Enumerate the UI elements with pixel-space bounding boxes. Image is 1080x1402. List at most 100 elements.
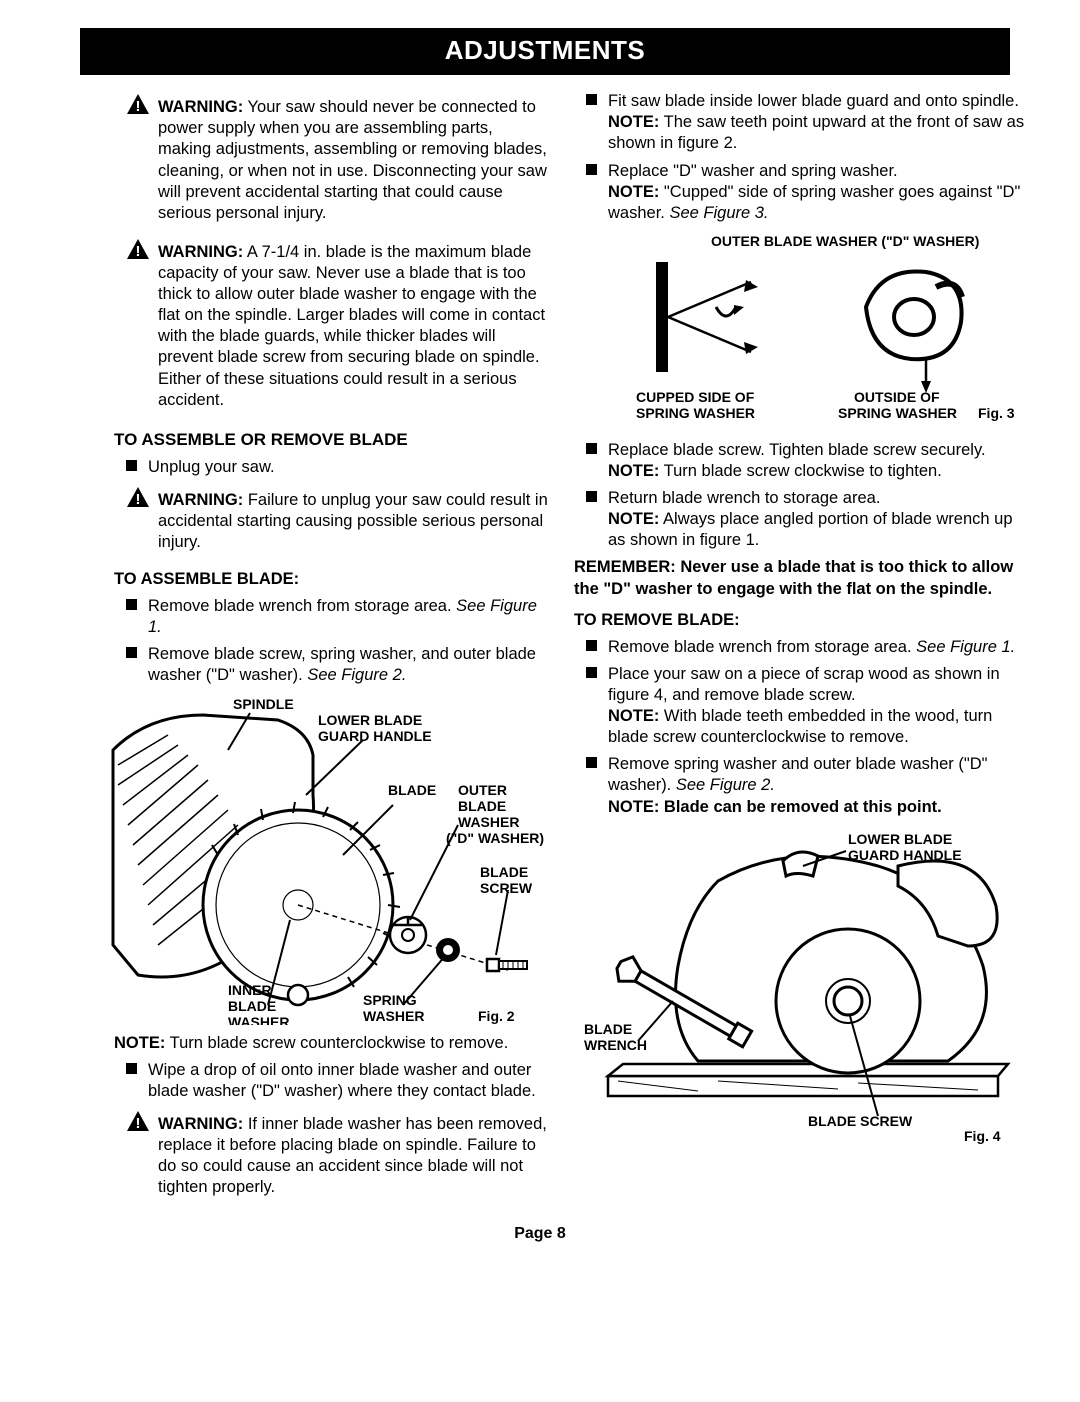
label-inner-washer: INNER [228,982,272,998]
label-lower-guard-handle: GUARD HANDLE [848,847,962,863]
label-spindle: SPINDLE [233,696,294,712]
svg-text:!: ! [136,491,141,508]
note-label: NOTE: [608,707,659,725]
square-bullet-icon [586,640,600,658]
text: Blade can be removed at this point. [664,798,942,816]
label-spring-washer: SPRING [363,992,417,1008]
warning-block: ! WARNING: Your saw should never be conn… [126,91,548,230]
body-text: Fit saw blade inside lower blade guard a… [608,91,1026,154]
figure-4: LOWER BLADE GUARD HANDLE BLADE WRENCH BL… [578,826,1026,1146]
bullet-item: Replace "D" washer and spring washer. NO… [586,161,1026,224]
square-bullet-icon [586,491,600,551]
label-lower-guard-handle-2: GUARD HANDLE [318,728,432,744]
warning-block: ! WARNING: If inner blade washer has bee… [126,1108,548,1204]
warning-triangle-icon: ! [126,238,152,417]
section-header: ADJUSTMENTS [80,28,1010,75]
body-text: Remove blade wrench from storage area. S… [608,637,1015,658]
square-bullet-icon [586,94,600,154]
text: Place your saw on a piece of scrap wood … [608,664,1026,706]
page-number: Page 8 [0,1224,1080,1244]
warning-text: WARNING: Failure to unplug your saw coul… [158,490,548,553]
section-title: TO ASSEMBLE OR REMOVE BLADE [114,429,548,451]
warning-label: WARNING: [158,1115,243,1133]
warning-triangle-icon: ! [126,486,152,559]
two-column-layout: ! WARNING: Your saw should never be conn… [0,85,1080,1210]
label-inner-washer: BLADE [228,998,276,1014]
warning-triangle-icon: ! [126,1110,152,1204]
body-text: Remove spring washer and outer blade was… [608,754,1026,817]
square-bullet-icon [586,443,600,482]
note-label: NOTE: [608,510,659,528]
page: ADJUSTMENTS ! WARNING: Your saw should n… [0,28,1080,1257]
bullet-item: Remove blade screw, spring washer, and o… [126,644,548,686]
fig3-title: OUTER BLADE WASHER ("D" WASHER) [711,233,979,249]
label-lower-guard-handle: LOWER BLADE [318,712,422,728]
warning-label: WARNING: [158,98,243,116]
bullet-item: Remove blade wrench from storage area. S… [586,637,1026,658]
note-label: NOTE: [608,462,659,480]
text: The saw teeth point upward at the front … [608,113,1024,152]
text: Remove blade wrench from storage area. [608,638,916,656]
fig3-left-caption: SPRING WASHER [636,405,755,421]
label-blade-screw: SCREW [480,880,533,896]
body-text: Wipe a drop of oil onto inner blade wash… [148,1060,548,1102]
fig3-right-caption: SPRING WASHER [838,405,957,421]
figure-ref: See Figure 2. [307,666,406,684]
body-text: A 7-1/4 in. blade is the maximum blade c… [158,243,545,409]
square-bullet-icon [586,757,600,817]
svg-text:!: ! [136,98,141,115]
figure-2: SPINDLE LOWER BLADE GUARD HANDLE BLADE O… [108,695,548,1025]
left-column: ! WARNING: Your saw should never be conn… [96,85,548,1210]
square-bullet-icon [126,460,140,478]
square-bullet-icon [126,1063,140,1102]
body-text: Your saw should never be connected to po… [158,98,547,222]
bullet-item: Place your saw on a piece of scrap wood … [586,664,1026,748]
warning-text: WARNING: If inner blade washer has been … [158,1114,548,1198]
label-blade-screw: BLADE SCREW [808,1113,913,1129]
text: Return blade wrench to storage area. [608,488,1026,509]
text: Fit saw blade inside lower blade guard a… [608,92,1019,110]
warning-triangle-icon: ! [126,93,152,230]
bullet-item: Replace blade screw. Tighten blade screw… [586,440,1026,482]
text: Always place angled portion of blade wre… [608,510,1013,549]
body-text: Replace "D" washer and spring washer. NO… [608,161,1026,224]
note-text: NOTE: Turn blade screw counterclockwise … [114,1033,548,1054]
text: With blade teeth embedded in the wood, t… [608,707,992,746]
subsection-title: TO REMOVE BLADE: [574,610,1026,631]
figure-3: OUTER BLADE WASHER ("D" WASHER) [606,232,1026,432]
label-outer-washer: WASHER [458,814,519,830]
note-label: NOTE: [608,798,664,816]
body-text: Turn blade screw counterclockwise to rem… [165,1034,508,1052]
text: Replace blade screw. Tighten blade screw… [608,440,986,461]
figure-ref: See Figure 1. [916,638,1015,656]
label-outer-washer: BLADE [458,798,506,814]
note-label: NOTE: [114,1034,165,1052]
warning-block: ! WARNING: Failure to unplug your saw co… [126,484,548,559]
warning-label: WARNING: [158,491,243,509]
bullet-item: Return blade wrench to storage area. NOT… [586,488,1026,551]
bullet-item: Remove spring washer and outer blade was… [586,754,1026,817]
note-label: NOTE: [608,113,659,131]
square-bullet-icon [126,599,140,638]
square-bullet-icon [586,164,600,224]
body-text: Remove blade wrench from storage area. S… [148,596,548,638]
subsection-title: TO ASSEMBLE BLADE: [114,569,548,590]
label-inner-washer: WASHER [228,1014,289,1025]
square-bullet-icon [586,667,600,748]
fig3-right-caption: OUTSIDE OF [854,389,940,405]
label-lower-guard-handle: LOWER BLADE [848,831,952,847]
text: Turn blade screw clockwise to tighten. [659,462,941,480]
figure-ref: See Figure 3. [669,204,768,222]
text: Remove spring washer and outer blade was… [608,755,987,794]
label-blade-wrench: WRENCH [584,1037,647,1053]
body-text: Return blade wrench to storage area. NOT… [608,488,1026,551]
bullet-item: Fit saw blade inside lower blade guard a… [586,91,1026,154]
fig3-left-caption: CUPPED SIDE OF [636,389,755,405]
remember-block: REMEMBER: Never use a blade that is too … [574,557,1026,599]
label-outer-washer: ("D" WASHER) [446,830,544,846]
figure-ref: See Figure 2. [676,776,775,794]
bullet-item: Remove blade wrench from storage area. S… [126,596,548,638]
figure-caption: Fig. 2 [478,1008,515,1024]
right-column: Fit saw blade inside lower blade guard a… [568,85,1026,1210]
bullet-item: Unplug your saw. [126,457,548,478]
